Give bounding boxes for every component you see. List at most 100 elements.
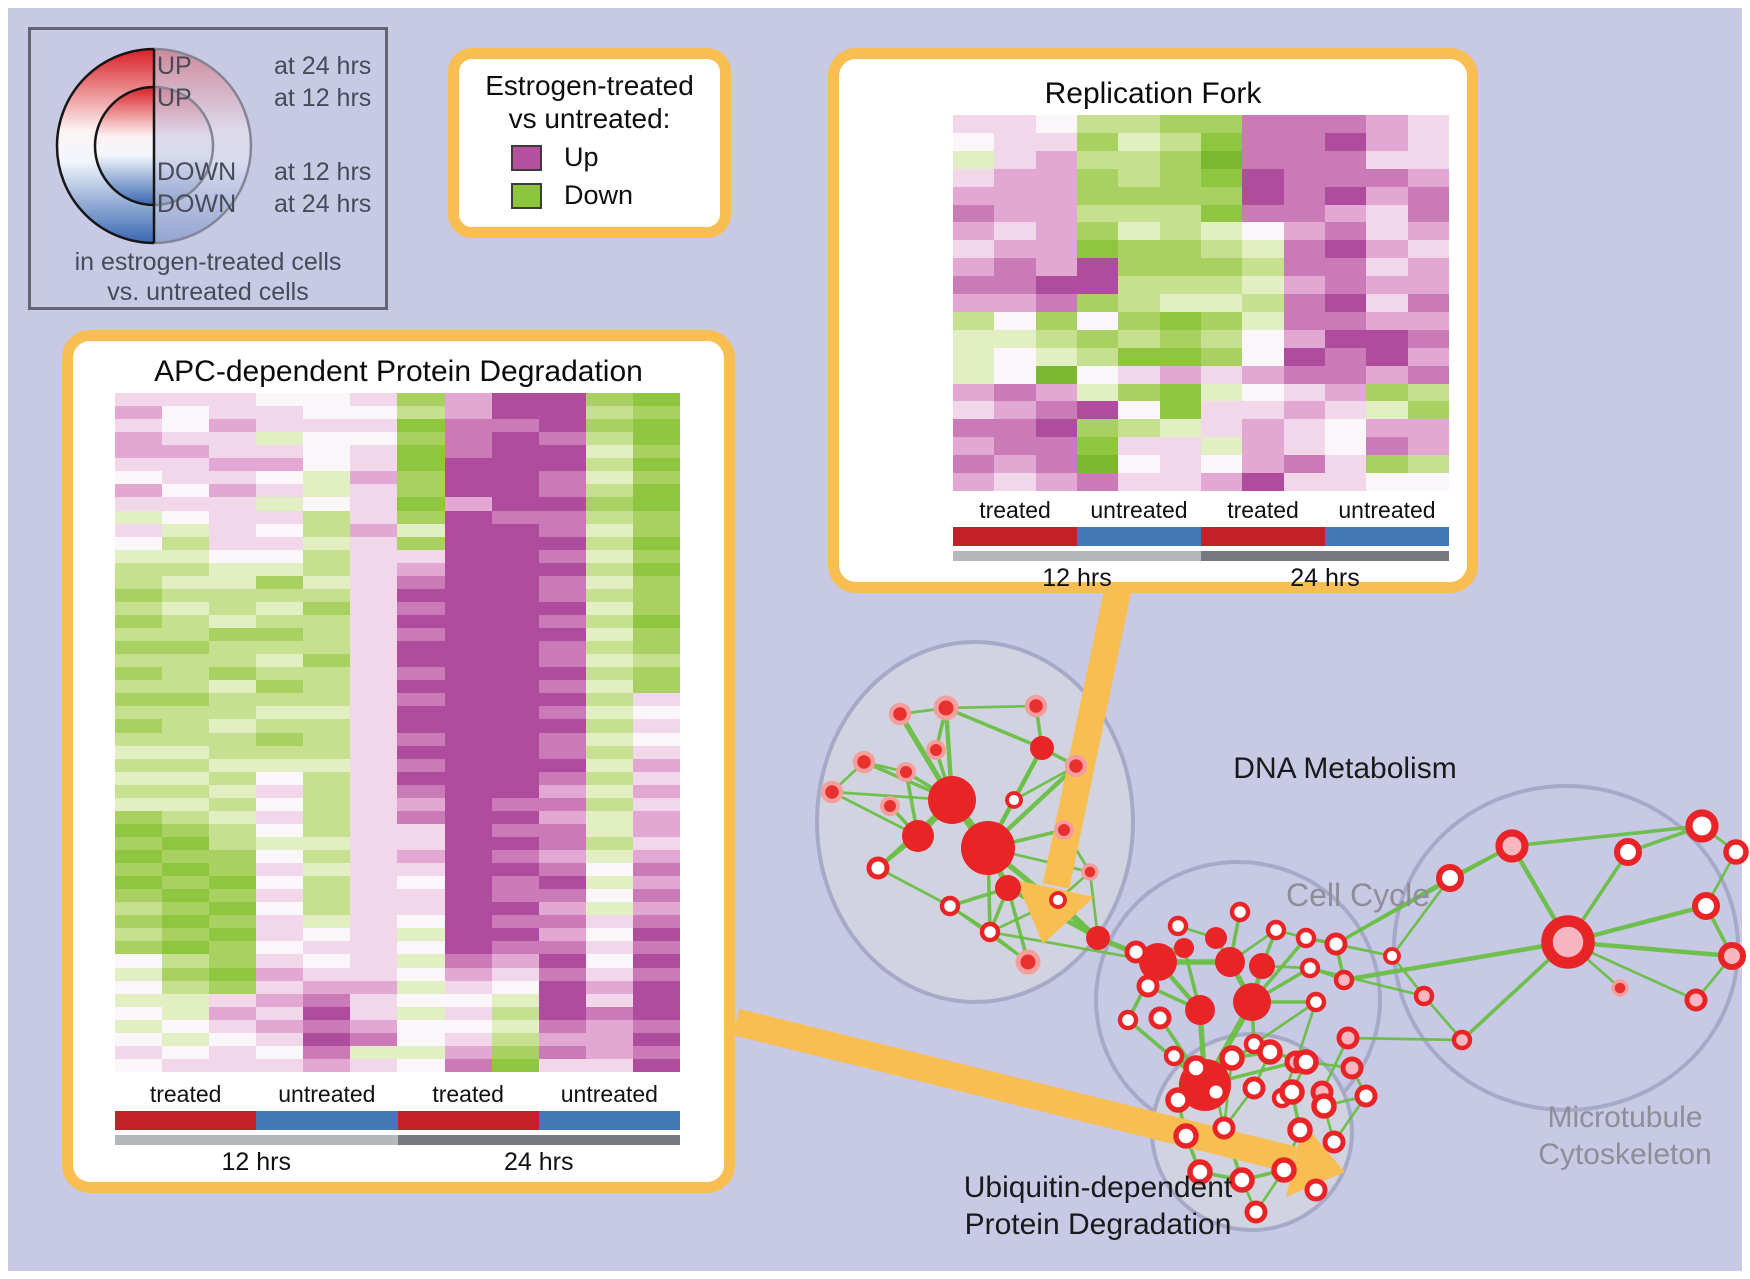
network-node-c9 (1148, 1006, 1172, 1030)
network-node-d1 (961, 821, 1015, 875)
heatmap-cell (491, 1032, 539, 1046)
heatmap-cell (397, 562, 445, 576)
heatmap-cell (994, 240, 1036, 259)
heatmap-cell (538, 471, 586, 485)
heatmap-cell (397, 484, 445, 498)
heatmap-cell (256, 549, 304, 563)
heatmap-cell (162, 1058, 210, 1072)
treated-bar-segment (397, 1111, 539, 1130)
network-node-c19 (1336, 1026, 1360, 1050)
heatmap-cell (1076, 222, 1119, 241)
heatmap-cell (1242, 168, 1284, 187)
heatmap-cell (491, 863, 539, 877)
heatmap-cell (256, 667, 304, 681)
heatmap-cell (1076, 132, 1119, 151)
heatmap-cell (444, 419, 492, 433)
heatmap-cell (1324, 132, 1367, 151)
heatmap-cell (1366, 222, 1408, 241)
heatmap-cell (162, 393, 210, 407)
heatmap-cell (1242, 204, 1284, 223)
network-edge (830, 790, 920, 838)
heatmap-cell (350, 575, 398, 589)
hrs24-bar-segment (1201, 551, 1449, 561)
heatmap-cell (444, 628, 492, 642)
heatmap-cell (632, 614, 680, 629)
heatmap-cell (953, 401, 995, 420)
heatmap-cell (115, 680, 163, 694)
heatmap-cell (994, 329, 1036, 348)
heatmap-cell (1324, 168, 1367, 187)
heatmap-cell (162, 536, 210, 550)
expression-ring-legend: UP at 24 hrs UP at 12 hrs DOWN at 12 hrs… (28, 27, 388, 310)
heatmap-cell (1283, 115, 1325, 133)
heatmap-cell (632, 915, 680, 929)
heatmap-cell (444, 445, 492, 459)
heatmap-cell (444, 797, 492, 811)
heatmap-cell (209, 680, 257, 694)
heatmap-cell (632, 484, 680, 498)
heatmap-cell (256, 510, 304, 524)
heatmap-cell (1035, 455, 1077, 474)
heatmap-cell (491, 784, 539, 798)
condition-label: treated (979, 497, 1051, 523)
heatmap-cell (632, 706, 680, 720)
heatmap-cell (585, 823, 633, 837)
network-node-m0 (1541, 915, 1595, 969)
heatmap-cell (444, 1019, 492, 1033)
heatmap-cell (1159, 222, 1201, 241)
heatmap-cell (1407, 115, 1449, 133)
network-node-u13 (1187, 1159, 1213, 1185)
heatmap-cell (1407, 294, 1449, 312)
heatmap-cell (1242, 186, 1284, 205)
heatmap-cell (115, 810, 163, 824)
heatmap-cell (350, 889, 398, 903)
heatmap-cell (1407, 455, 1449, 474)
heatmap-cell (303, 1006, 351, 1020)
heatmap-cell (1407, 168, 1449, 187)
heatmap-cell (397, 549, 445, 563)
heatmap-cell (491, 993, 539, 1007)
heatmap-cell (115, 562, 163, 576)
heatmap-cell (303, 575, 351, 589)
heatmap-cell (256, 1058, 304, 1072)
heatmap-cell (256, 876, 304, 890)
heatmap-cell (209, 484, 257, 498)
heatmap-cell (162, 614, 210, 629)
heatmap-cell (632, 823, 680, 837)
heatmap-cell (1076, 186, 1119, 205)
heatmap-cell (994, 383, 1036, 402)
network-node-m4 (1685, 809, 1719, 843)
heatmap-cell (444, 902, 492, 916)
network-node-d16 (1081, 863, 1099, 881)
heatmap-cell (209, 628, 257, 642)
heatmap-cell (538, 1006, 586, 1020)
heatmap-cell (303, 393, 351, 407)
untreated-bar-segment (1077, 527, 1201, 546)
heatmap-cell (632, 928, 680, 942)
heatmap-cell (1283, 437, 1325, 456)
heatmap-cell (115, 641, 163, 655)
heatmap-cell (162, 575, 210, 589)
updown-color-legend: Estrogen-treated vs untreated: Up Down (448, 48, 731, 238)
direction-label: DOWN (157, 158, 237, 186)
heatmap-cell (538, 797, 586, 811)
heatmap-cell (1366, 276, 1408, 295)
heatmap-cell (1159, 455, 1201, 474)
heatmap-cell (1200, 204, 1243, 223)
heatmap-cell (162, 797, 210, 811)
heatmap-cell (303, 928, 351, 942)
untreated-bar-segment (1325, 527, 1449, 546)
heatmap-cell (994, 311, 1036, 330)
heatmap-cell (350, 719, 398, 733)
heatmap-cell (397, 471, 445, 485)
heatmap-cell (1324, 186, 1367, 205)
heatmap-cell (1242, 150, 1284, 169)
time-label: 12 hrs (221, 1148, 291, 1176)
heatmap-cell (632, 1019, 680, 1033)
heatmap-cell (1118, 437, 1160, 456)
network-node-c7 (1124, 940, 1148, 964)
heatmap-cell (1035, 132, 1077, 151)
heatmap-cell (585, 575, 633, 589)
network-node-m5 (1723, 839, 1749, 865)
heatmap-cell (585, 419, 633, 433)
